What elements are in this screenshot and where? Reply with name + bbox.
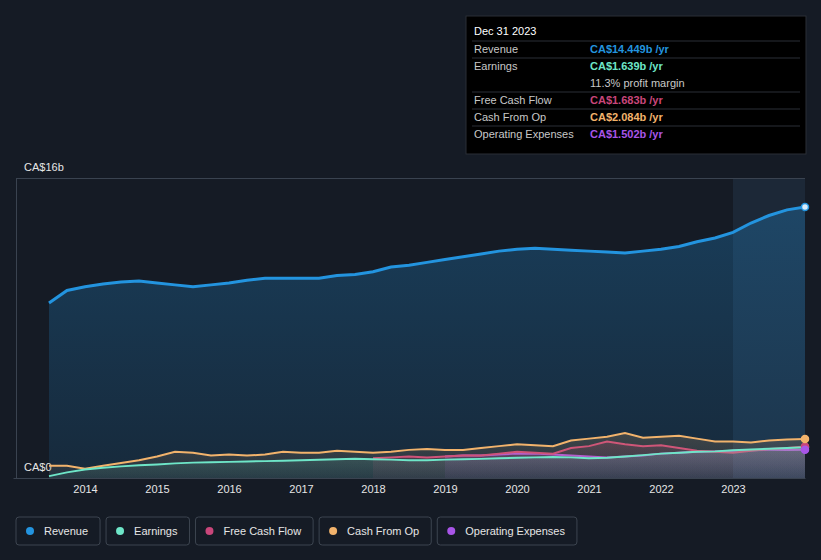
tooltip-label: Free Cash Flow [474, 94, 552, 106]
y-tick-label: CA$16b [24, 161, 64, 173]
tooltip-date: Dec 31 2023 [474, 25, 536, 37]
x-axis: 2014 2015 2016 2017 2018 2019 2020 2021 2022 2023 [14, 478, 806, 495]
legend-swatch [205, 527, 213, 535]
legend-label: Free Cash Flow [223, 525, 301, 537]
legend-swatch [26, 527, 34, 535]
x-tick: 2023 [721, 478, 745, 495]
legend-swatch [447, 527, 455, 535]
legend-button[interactable] [437, 517, 577, 545]
x-tick-label: 2015 [145, 483, 169, 495]
legend-swatch [116, 527, 124, 535]
x-tick-label: 2019 [433, 483, 457, 495]
tooltip-note: 11.3% profit margin [590, 77, 685, 89]
legend-swatch [329, 527, 337, 535]
tooltip-label: Cash From Op [474, 111, 546, 123]
legend-item[interactable]: Free Cash Flow [195, 517, 313, 545]
x-tick: 2021 [577, 478, 601, 495]
tooltip-label: Earnings [474, 60, 518, 72]
grid-line [16, 178, 805, 179]
x-axis-line [14, 478, 806, 479]
plot-marks [49, 207, 805, 478]
tooltip-separator [472, 41, 800, 42]
series-area [49, 447, 805, 478]
y-tick: CA$16b [16, 161, 805, 179]
chart-root: CA$0CA$16b201420152016201720182019202020… [0, 0, 821, 560]
y-tick-label: CA$0 [24, 461, 52, 473]
tooltip: Dec 31 2023 Revenue CA$14.449b /yr Earnings… [466, 16, 806, 154]
legend-label: Operating Expenses [465, 525, 565, 537]
tooltip-value: CA$2.084b /yr [590, 111, 663, 123]
legend-label: Cash From Op [347, 525, 419, 537]
x-tick: 2019 [433, 478, 457, 495]
end-markers [802, 204, 809, 454]
x-tick: 2015 [145, 478, 169, 495]
legend: Revenue Earnings Free Cash Flow Cash From O… [16, 517, 577, 545]
x-tick: 2020 [505, 478, 529, 495]
y-axis: CA$0 CA$16b [16, 161, 805, 479]
x-tick-label: 2016 [217, 483, 241, 495]
tooltip-separator [472, 58, 800, 59]
legend-label: Revenue [44, 525, 88, 537]
tooltip-value: CA$1.683b /yr [590, 94, 663, 106]
tooltip-value: CA$14.449b /yr [590, 43, 670, 55]
tooltip-box [466, 16, 806, 154]
x-tick-label: 2020 [505, 483, 529, 495]
tooltip-value: CA$1.502b /yr [590, 128, 663, 140]
legend-button[interactable] [106, 517, 189, 545]
x-tick-label: 2022 [649, 483, 673, 495]
legend-button[interactable] [195, 517, 313, 545]
x-tick: 2014 [73, 478, 97, 495]
background [0, 0, 821, 560]
legend-button[interactable] [16, 517, 100, 545]
series-area [49, 433, 805, 478]
legend-item[interactable]: Revenue [16, 517, 100, 545]
legend-item[interactable]: Earnings [106, 517, 189, 545]
x-tick: 2016 [217, 478, 241, 495]
tooltip-label: Revenue [474, 43, 518, 55]
x-tick: 2017 [289, 478, 313, 495]
legend-button[interactable] [319, 517, 431, 545]
tooltip-value: CA$1.639b /yr [590, 60, 663, 72]
x-tick-label: 2018 [361, 483, 385, 495]
series-area [49, 207, 805, 478]
tooltip-separator [472, 109, 800, 110]
end-marker [802, 446, 809, 453]
tooltip-separator [472, 92, 800, 93]
tooltip-separator [472, 126, 800, 127]
legend-item[interactable]: Cash From Op [319, 517, 431, 545]
end-marker [802, 204, 809, 211]
series-line [49, 447, 805, 476]
x-tick-label: 2017 [289, 483, 313, 495]
x-tick: 2022 [649, 478, 673, 495]
y-axis-line [17, 179, 806, 479]
x-tick-label: 2021 [577, 483, 601, 495]
x-tick-label: 2023 [721, 483, 745, 495]
x-tick-label: 2014 [73, 483, 97, 495]
tooltip-label: Operating Expenses [474, 128, 574, 140]
x-tick: 2018 [361, 478, 385, 495]
legend-label: Earnings [134, 525, 178, 537]
legend-item[interactable]: Operating Expenses [437, 517, 577, 545]
series-line [49, 207, 805, 303]
end-marker [802, 435, 809, 442]
